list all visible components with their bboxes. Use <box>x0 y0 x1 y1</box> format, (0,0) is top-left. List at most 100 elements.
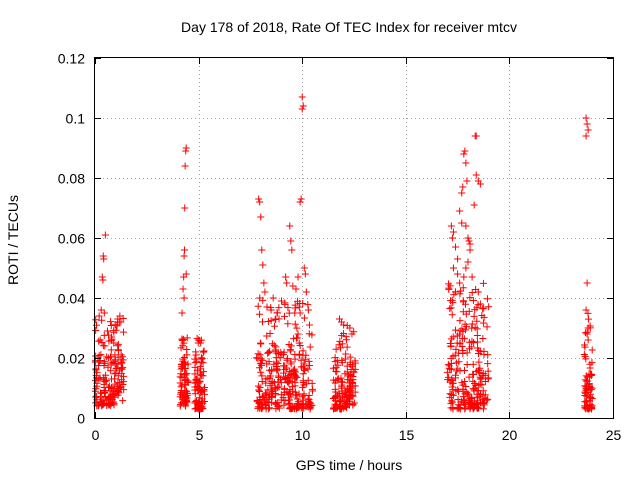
data-point <box>253 354 261 362</box>
data-point <box>105 337 113 345</box>
data-point <box>463 389 471 397</box>
data-point <box>293 334 301 342</box>
data-point <box>469 297 477 305</box>
data-point <box>343 362 351 370</box>
data-point <box>476 380 484 388</box>
data-point <box>344 397 352 405</box>
data-point <box>468 288 476 296</box>
data-point <box>299 393 307 401</box>
data-point <box>447 342 455 350</box>
data-point <box>277 378 285 386</box>
data-point <box>266 381 274 389</box>
data-point <box>287 405 295 413</box>
data-point <box>459 308 467 316</box>
data-point <box>191 383 199 391</box>
data-point <box>452 288 460 296</box>
data-point <box>454 270 462 278</box>
data-point <box>284 355 292 363</box>
data-point <box>100 361 108 369</box>
data-point <box>258 378 266 386</box>
data-point <box>465 338 473 346</box>
data-point <box>263 332 271 340</box>
y-tick-label: 0 <box>77 411 85 427</box>
data-point <box>462 222 470 230</box>
data-point <box>346 360 354 368</box>
data-point <box>445 364 453 372</box>
y-tick-label: 0.1 <box>66 111 86 127</box>
data-point <box>277 297 285 305</box>
data-point <box>191 355 199 363</box>
data-point <box>349 373 357 381</box>
data-point <box>298 105 306 113</box>
data-point <box>484 360 492 368</box>
data-point <box>582 114 590 122</box>
data-point <box>452 345 460 353</box>
axis-ticks: 0 5 10 15 20 25 0 0.02 0.04 0.06 0.08 0.1 0.12 <box>58 51 622 444</box>
data-point <box>338 356 346 364</box>
data-point <box>583 397 591 405</box>
data-point <box>103 327 111 335</box>
data-point <box>444 360 452 368</box>
data-point <box>183 387 191 395</box>
data-point <box>181 399 189 407</box>
data-point <box>191 370 199 378</box>
data-point <box>455 404 463 412</box>
data-point <box>466 404 474 412</box>
data-point <box>262 389 270 397</box>
data-point <box>584 126 592 134</box>
data-point <box>297 363 305 371</box>
data-point <box>452 387 460 395</box>
data-point <box>275 404 283 412</box>
data-point <box>255 399 263 407</box>
data-point <box>266 374 274 382</box>
data-point <box>299 351 307 359</box>
data-point <box>95 337 103 345</box>
data-point <box>290 335 298 343</box>
data-point <box>473 317 481 325</box>
data-point <box>584 336 592 344</box>
data-point <box>180 294 188 302</box>
data-point <box>287 370 295 378</box>
data-point <box>198 355 206 363</box>
data-point <box>258 246 266 254</box>
data-point <box>449 405 457 413</box>
data-point <box>114 372 122 380</box>
data-point <box>181 364 189 372</box>
data-point <box>114 340 122 348</box>
data-point <box>447 365 455 373</box>
data-point <box>197 339 205 347</box>
data-point <box>456 279 464 287</box>
data-point <box>331 385 339 393</box>
data-point <box>332 397 340 405</box>
data-point <box>296 198 304 206</box>
y-tick-label: 0.06 <box>58 231 85 247</box>
data-point <box>464 258 472 266</box>
data-point <box>583 405 591 413</box>
data-point <box>336 337 344 345</box>
data-point <box>585 380 593 388</box>
data-point <box>476 300 484 308</box>
data-point <box>472 171 480 179</box>
data-point <box>337 344 345 352</box>
data-point <box>304 365 312 373</box>
data-point <box>296 300 304 308</box>
data-point <box>446 305 454 313</box>
data-point <box>458 379 466 387</box>
data-point <box>200 347 208 355</box>
y-tick-label: 0.04 <box>58 291 85 307</box>
y-tick-label: 0.08 <box>58 171 85 187</box>
data-point <box>473 338 481 346</box>
data-point <box>281 362 289 370</box>
data-point <box>108 398 116 406</box>
data-point <box>100 309 108 317</box>
data-point <box>180 252 188 260</box>
data-point <box>304 376 312 384</box>
data-point <box>262 375 270 383</box>
data-point <box>456 401 464 409</box>
data-point <box>299 370 307 378</box>
data-point <box>584 324 592 332</box>
data-point <box>456 317 464 325</box>
data-point <box>259 403 267 411</box>
data-point <box>470 201 478 209</box>
